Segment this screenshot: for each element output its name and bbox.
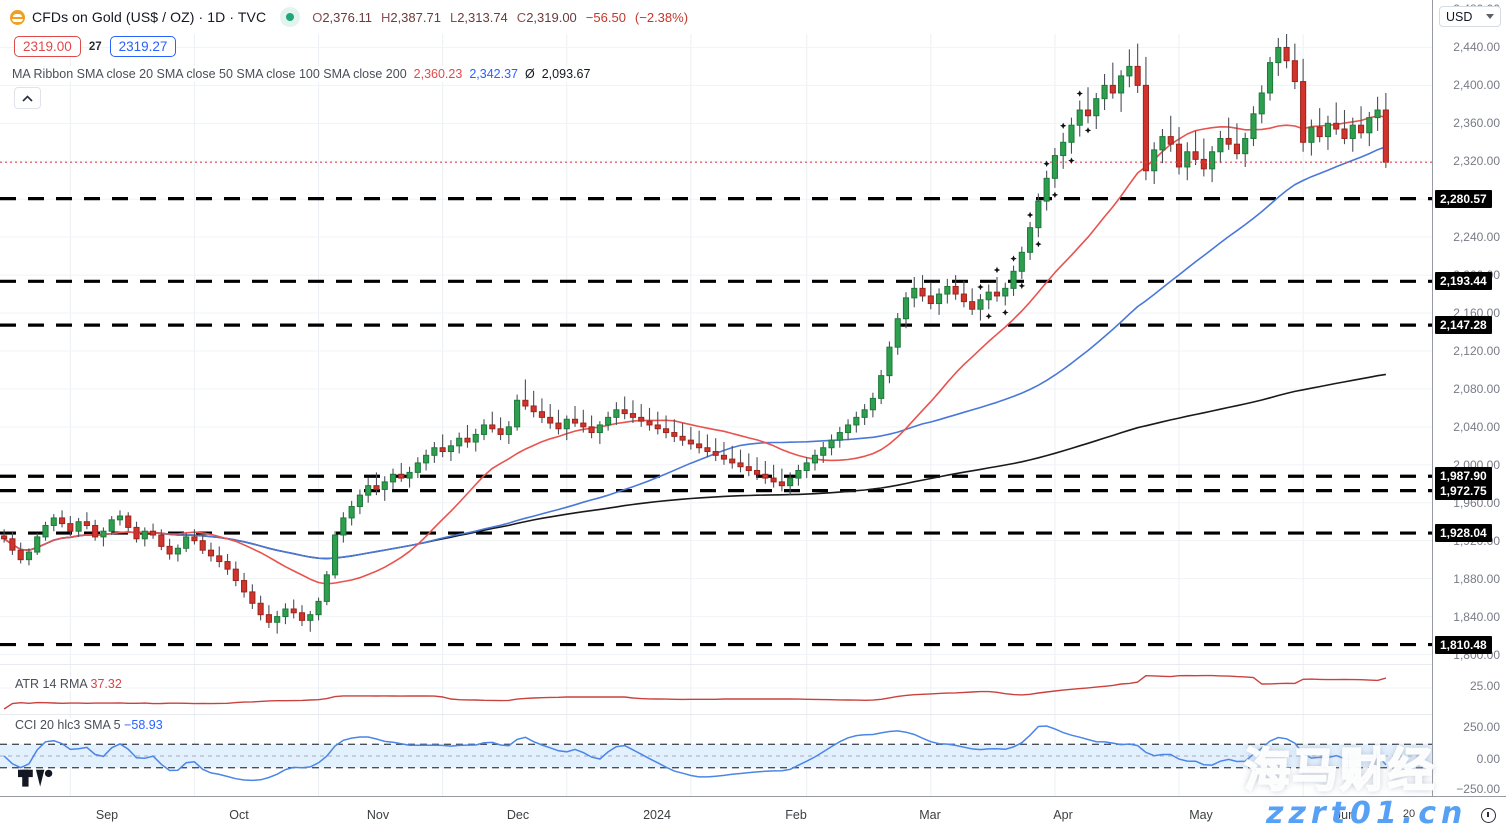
- average-symbol: Ø: [525, 67, 535, 81]
- price-axis-tick: 2,080.00: [1453, 381, 1500, 396]
- time-axis-tick: Oct: [229, 808, 249, 822]
- price-axis-tick: 2,400.00: [1453, 78, 1500, 93]
- gold-coin-icon: [10, 9, 25, 25]
- cci-title: CCI 20 hlc3 SMA 5: [15, 718, 121, 732]
- atr-value: 37.32: [90, 677, 122, 691]
- clock-icon[interactable]: [1481, 808, 1496, 823]
- chart-header: CFDs on Gold (US$ / OZ) · 1D · TVC O2,37…: [0, 0, 1432, 34]
- low-value: 2,313.74: [457, 9, 508, 25]
- price-axis-tick: 2,240.00: [1453, 230, 1500, 245]
- price-axis[interactable]: USD 2,480.002,440.002,400.002,360.002,32…: [1432, 0, 1506, 796]
- high-label: H: [380, 9, 391, 25]
- change-percent: (−2.38%): [634, 9, 689, 25]
- open-value: 2,376.11: [322, 9, 372, 25]
- time-axis-tick: Nov: [366, 808, 390, 822]
- spread-value: 27: [88, 40, 102, 53]
- ask-price[interactable]: 2319.27: [109, 36, 177, 57]
- ma-value-2: 2,342.37: [469, 67, 518, 81]
- ma-ribbon-name: MA Ribbon SMA close 20 SMA close 50 SMA …: [12, 67, 407, 81]
- currency-selector[interactable]: USD: [1439, 6, 1501, 27]
- ma-value-3: 2,093.67: [541, 67, 591, 81]
- price-level-badge[interactable]: 1,928.04: [1435, 524, 1492, 543]
- time-axis-tick: Dec: [506, 808, 530, 822]
- price-axis-tick: 1,880.00: [1453, 571, 1500, 586]
- time-axis-tick: Feb: [785, 808, 807, 822]
- close-value: 2,319.00: [526, 9, 577, 25]
- high-value: 2,387.71: [390, 9, 441, 25]
- atr-indicator-pane[interactable]: [0, 664, 1432, 714]
- ma-value-1: 2,360.23: [413, 67, 463, 81]
- time-axis-tick: Apr: [1053, 808, 1073, 822]
- change-value: −56.50: [585, 9, 626, 25]
- quote-row: 2319.00 27 2319.27: [14, 36, 177, 57]
- indicator-axis-tick: −250.00: [1456, 782, 1500, 796]
- price-level-badge[interactable]: 1,987.90: [1435, 467, 1492, 486]
- price-level-badge[interactable]: 1,810.48: [1435, 635, 1492, 654]
- time-axis[interactable]: Sep Oct Nov Dec 2024 Feb Mar Apr May Jun 20: [0, 796, 1506, 834]
- chevron-down-icon: [1486, 14, 1494, 19]
- time-axis-tick: 2024: [643, 808, 671, 822]
- ohlc-readout: O2,376.11 H2,387.71 L2,313.74 C2,319.00 …: [312, 10, 688, 25]
- currency-label: USD: [1446, 9, 1473, 24]
- time-axis-tick: Sep: [95, 808, 119, 822]
- market-status-dot-icon: [280, 7, 301, 27]
- price-axis-tick: 2,040.00: [1453, 419, 1500, 434]
- indicator-axis-tick: 250.00: [1463, 720, 1500, 734]
- ma-ribbon-legend[interactable]: MA Ribbon SMA close 20 SMA close 50 SMA …: [12, 66, 594, 82]
- price-axis-tick: 2,120.00: [1453, 343, 1500, 358]
- price-level-badge[interactable]: 2,193.44: [1435, 272, 1492, 291]
- time-axis-tick: 20: [1402, 808, 1416, 820]
- atr-legend[interactable]: ATR 14 RMA 37.32: [12, 677, 125, 691]
- indicator-axis-tick: 25.00: [1469, 679, 1500, 693]
- symbol-title[interactable]: CFDs on Gold (US$ / OZ) · 1D · TVC: [32, 9, 267, 25]
- low-label: L: [449, 9, 458, 25]
- bid-price[interactable]: 2319.00: [14, 36, 81, 57]
- indicator-axis-tick: 0.00: [1476, 752, 1500, 766]
- price-axis-tick: 2,440.00: [1453, 40, 1500, 55]
- chevron-up-icon[interactable]: [14, 87, 41, 109]
- time-axis-tick: Jun: [1334, 808, 1356, 822]
- price-level-badge[interactable]: 1,972.75: [1435, 481, 1492, 500]
- price-axis-tick: 2,360.00: [1453, 116, 1500, 131]
- cci-indicator-pane[interactable]: [0, 714, 1432, 796]
- atr-title: ATR 14 RMA: [15, 677, 88, 691]
- price-axis-tick: 2,320.00: [1453, 154, 1500, 169]
- close-label: C: [516, 9, 527, 25]
- tradingview-logo[interactable]: [18, 762, 56, 788]
- price-level-badge[interactable]: 2,280.57: [1435, 189, 1492, 208]
- open-label: O: [312, 9, 323, 25]
- cci-legend[interactable]: CCI 20 hlc3 SMA 5 −58.93: [12, 718, 166, 732]
- price-chart-pane[interactable]: [0, 0, 1432, 664]
- time-axis-tick: Mar: [919, 808, 941, 822]
- price-axis-tick: 1,840.00: [1453, 609, 1500, 624]
- time-axis-tick: May: [1189, 808, 1213, 822]
- price-level-badge[interactable]: 2,147.28: [1435, 316, 1492, 335]
- cci-value: −58.93: [124, 718, 163, 732]
